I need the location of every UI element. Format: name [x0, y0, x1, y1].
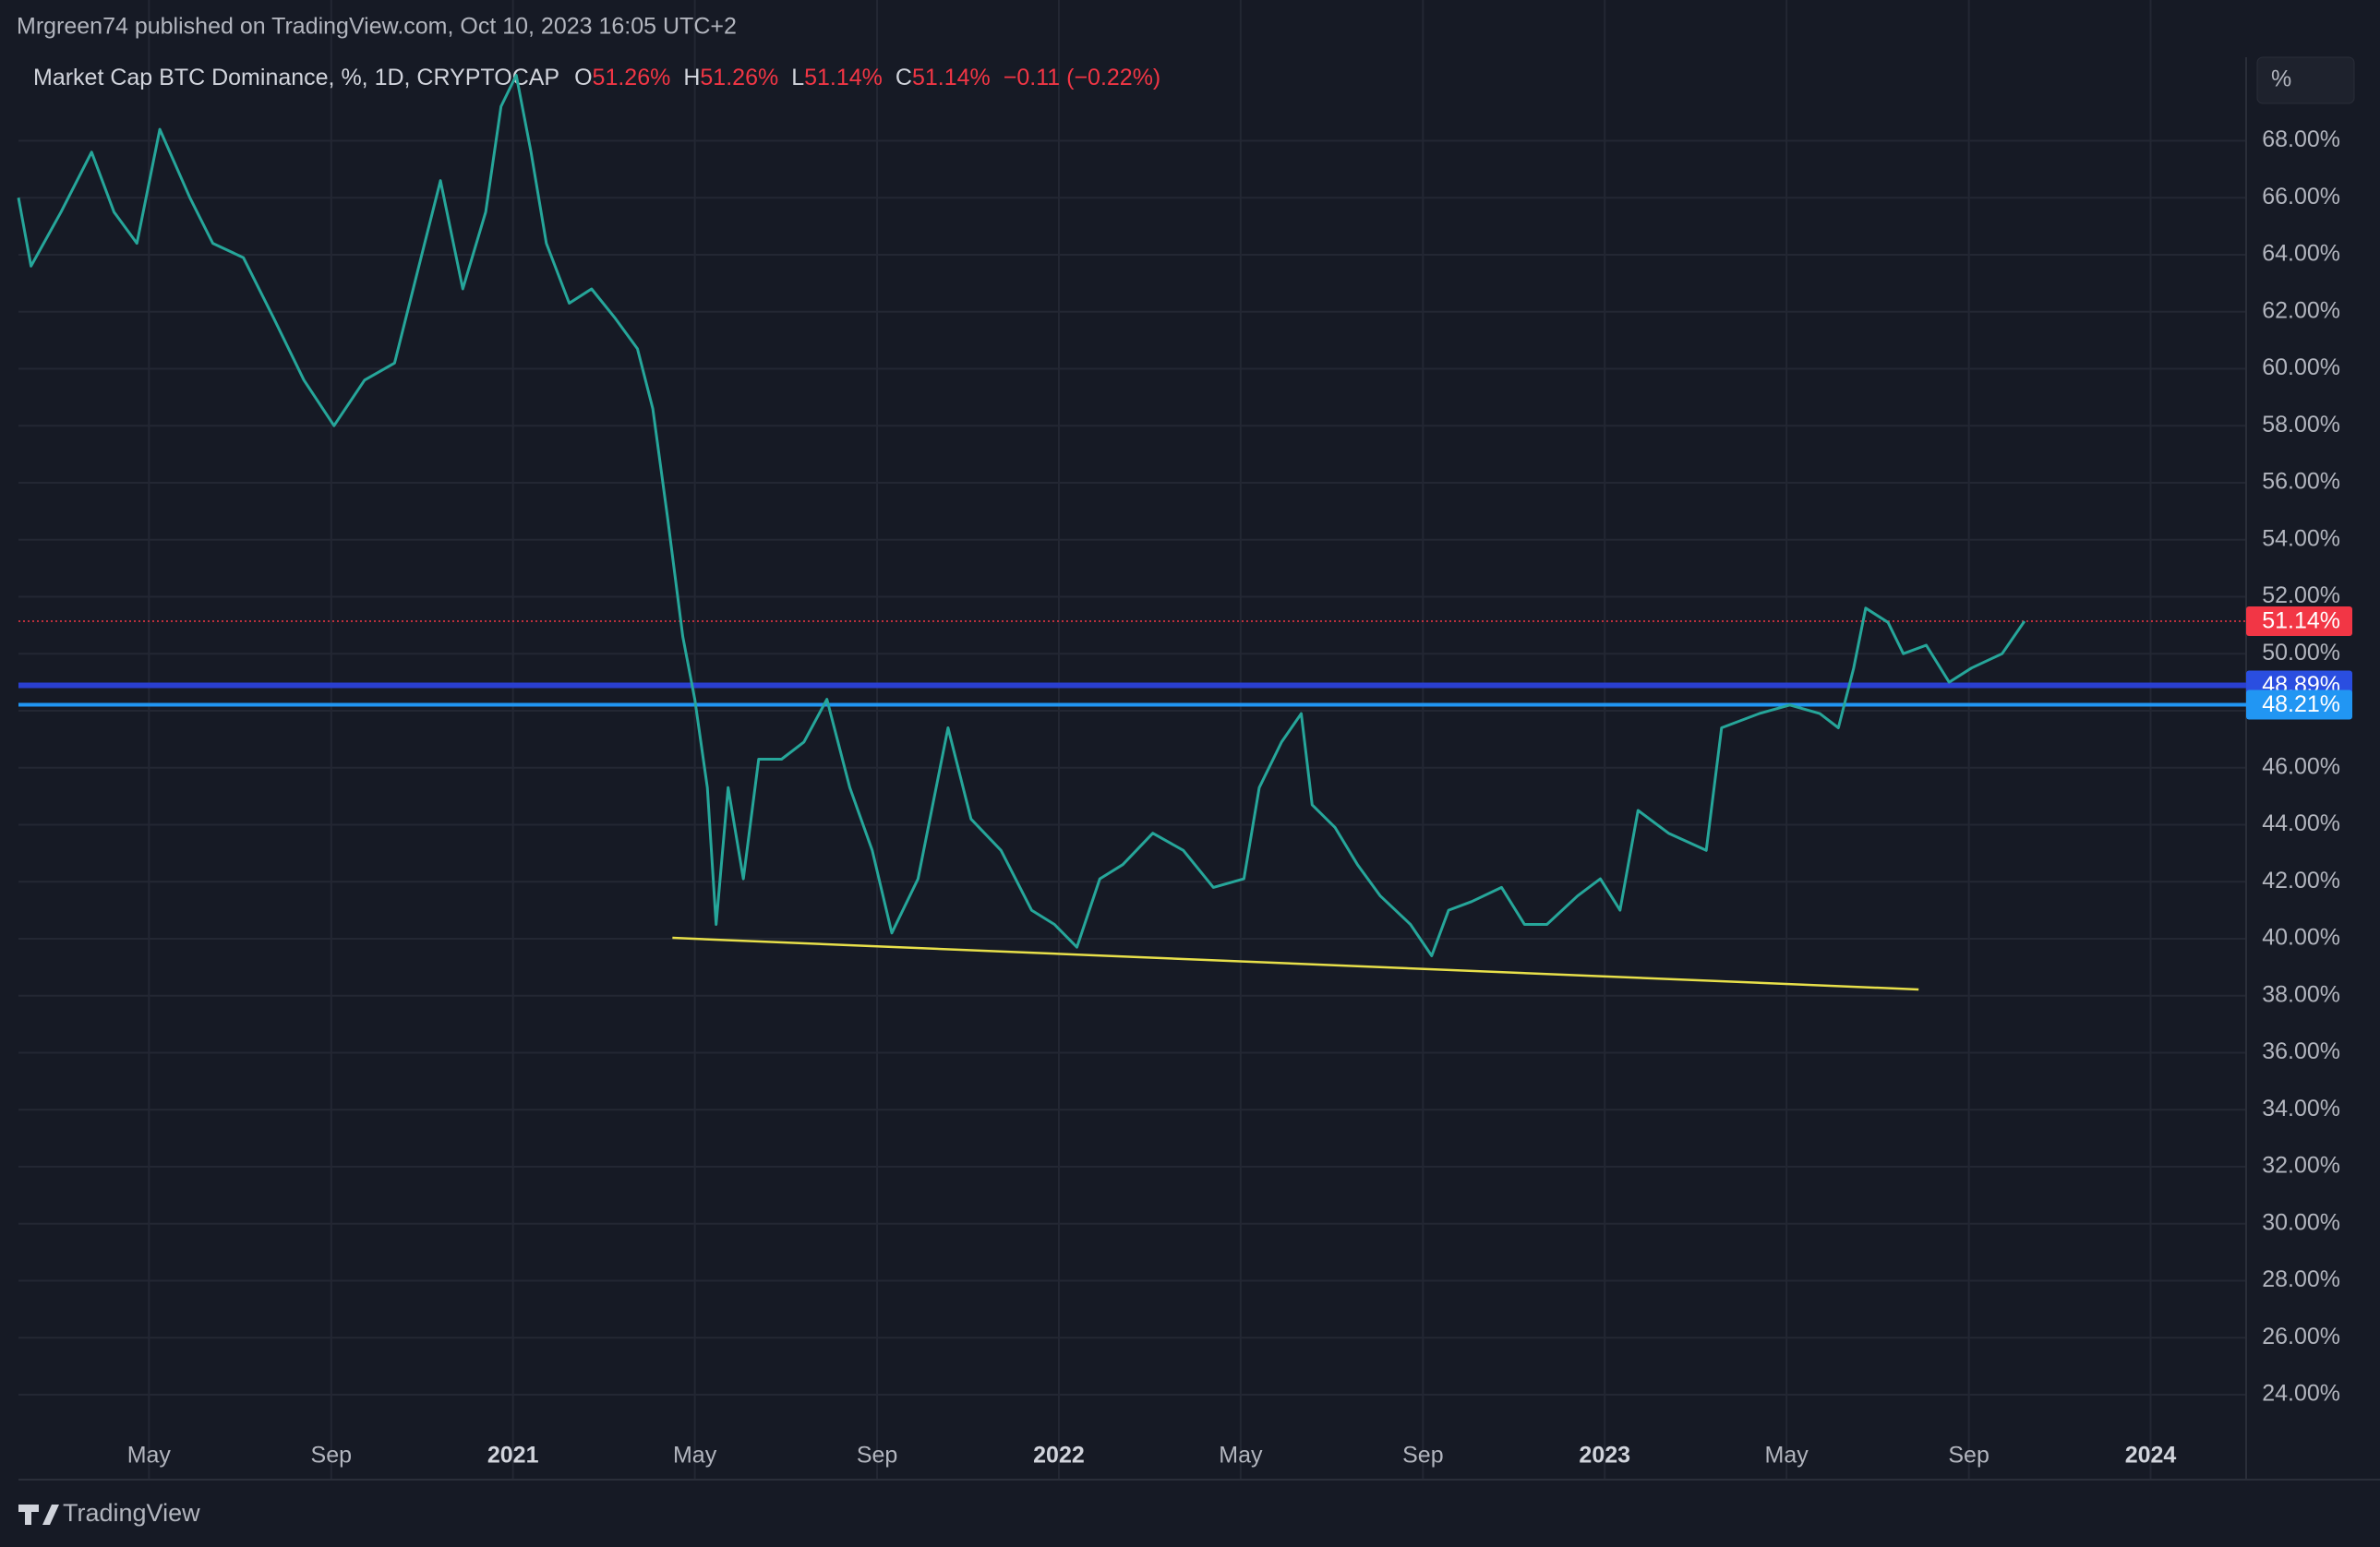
y-tick-label: 40.00% [2262, 925, 2340, 951]
scale-button[interactable] [2256, 56, 2355, 104]
change: −0.11 (−0.22%) [1004, 65, 1160, 90]
logo [18, 1505, 59, 1525]
legend-title: Market Cap BTC Dominance, %, 1D, CRYPTOC… [33, 65, 559, 90]
ohlc-name: O [574, 65, 592, 90]
y-tick-label: 36.00% [2262, 1038, 2340, 1064]
price-tag-label: 48.21% [2262, 691, 2340, 717]
price-line [17, 74, 2026, 957]
y-tick-label: 54.00% [2262, 525, 2340, 551]
y-tick-label: 44.00% [2262, 810, 2340, 836]
scale-button-label[interactable]: % [2271, 66, 2291, 92]
price-tag-label: 51.14% [2262, 608, 2340, 634]
x-tick-label: 2021 [487, 1443, 539, 1469]
x-tick-label: 2024 [2125, 1443, 2177, 1469]
x-tick-label: Sep [857, 1443, 897, 1469]
x-tick-label: 2022 [1033, 1443, 1085, 1469]
x-tick-label: May [1765, 1443, 1809, 1469]
x-tick-label: May [127, 1443, 172, 1469]
y-tick-label: 30.00% [2262, 1209, 2340, 1235]
x-tick-label: May [673, 1443, 717, 1469]
ohlc-name: H [683, 65, 700, 90]
price-tag [2246, 606, 2352, 637]
y-tick-label: 34.00% [2262, 1096, 2340, 1121]
x-tick-label: 2023 [1579, 1443, 1630, 1469]
logo-mark [18, 1505, 59, 1525]
y-tick-label: 66.00% [2262, 184, 2340, 210]
y-tick-label: 50.00% [2262, 640, 2340, 666]
published-note: Mrgreen74 published on TradingView.com, … [17, 14, 737, 40]
y-tick-label: 38.00% [2262, 981, 2340, 1007]
brand: TradingView [63, 1499, 200, 1527]
ohlc-value: 51.26% [700, 65, 778, 90]
y-tick-label: 24.00% [2262, 1381, 2340, 1407]
trendline [672, 936, 1919, 991]
ohlc-value: 51.14% [912, 65, 991, 90]
y-tick-label: 26.00% [2262, 1324, 2340, 1349]
ohlc-value: 51.14% [804, 65, 883, 90]
ohlc-name: L [791, 65, 804, 90]
y-tick-label: 64.00% [2262, 241, 2340, 267]
y-tick-label: 28.00% [2262, 1266, 2340, 1292]
y-tick-label: 42.00% [2262, 868, 2340, 893]
grid [18, 0, 2246, 1480]
y-tick-label: 58.00% [2262, 412, 2340, 438]
y-tick-label: 68.00% [2262, 126, 2340, 152]
y-tick-label: 56.00% [2262, 469, 2340, 495]
y-tick-label: 32.00% [2262, 1153, 2340, 1179]
price-tag [2246, 690, 2352, 720]
ohlc-value: 51.26% [593, 65, 671, 90]
x-tick-label: Sep [311, 1443, 352, 1469]
x-tick-label: May [1219, 1443, 1263, 1469]
x-tick-label: Sep [1402, 1443, 1443, 1469]
x-tick-label: Sep [1948, 1443, 1989, 1469]
legend: Market Cap BTC Dominance, %, 1D, CRYPTOC… [33, 65, 1160, 90]
y-tick-label: 62.00% [2262, 297, 2340, 323]
y-tick-label: 46.00% [2262, 753, 2340, 779]
y-tick-label: 60.00% [2262, 354, 2340, 380]
y-tick-label: 52.00% [2262, 582, 2340, 608]
ohlc-name: C [896, 65, 912, 90]
